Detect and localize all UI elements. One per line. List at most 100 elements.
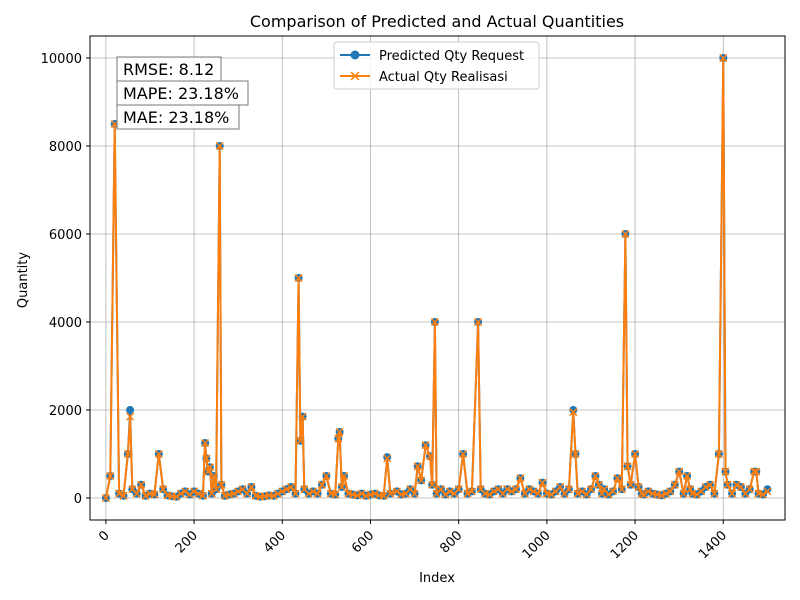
legend-actual-label: Actual Qty Realisasi xyxy=(379,70,508,85)
actual-point xyxy=(608,487,618,496)
actual-point xyxy=(357,489,366,498)
metrics-annotations: RMSE: 8.12 MAPE: 23.18% MAE: 23.18% xyxy=(116,56,249,130)
x-tick-label: 800 xyxy=(437,528,465,556)
mape-annotation: MAPE: 23.18% xyxy=(123,84,239,103)
actual-point xyxy=(679,489,688,498)
actual-point xyxy=(745,485,754,494)
actual-point xyxy=(220,491,229,500)
mae-box xyxy=(116,104,240,130)
mae-annotation: MAE: 23.18% xyxy=(123,108,229,127)
actual-point xyxy=(273,489,282,498)
actual-point xyxy=(666,487,675,496)
actual-point xyxy=(337,482,346,492)
actual-point xyxy=(335,427,344,437)
actual-point xyxy=(604,490,613,499)
actual-point xyxy=(714,449,723,459)
actual-point xyxy=(670,480,679,489)
actual-point xyxy=(474,317,483,327)
actual-point xyxy=(706,480,715,489)
actual-point xyxy=(383,454,392,463)
actual-point xyxy=(752,467,761,476)
actual-point xyxy=(634,482,643,492)
actual-point xyxy=(763,487,772,496)
actual-point xyxy=(613,474,622,483)
actual-point xyxy=(339,471,349,481)
legend-box xyxy=(333,41,540,90)
actual-point xyxy=(417,476,426,485)
actual-point xyxy=(430,317,439,327)
y-tick-label: 10000 xyxy=(41,52,82,67)
x-tick-label: 200 xyxy=(173,528,201,556)
actual-point xyxy=(721,467,730,476)
actual-point xyxy=(644,487,653,496)
actual-point xyxy=(101,493,110,503)
actual-point xyxy=(637,489,646,498)
x-tick-label: 600 xyxy=(349,528,377,556)
x-tick-label: 0 xyxy=(96,528,112,544)
actual-point xyxy=(132,489,141,498)
actual-point xyxy=(639,490,648,499)
actual-point xyxy=(217,480,226,489)
actual-point xyxy=(172,492,181,501)
actual-point xyxy=(202,454,211,463)
actual-point xyxy=(392,487,401,496)
actual-point xyxy=(569,408,578,417)
actual-point xyxy=(750,467,759,476)
mape-box xyxy=(116,80,249,106)
x-axis-label: Index xyxy=(419,571,455,586)
actual-point xyxy=(534,489,543,498)
predicted-point xyxy=(569,406,578,414)
legend: Predicted Qty Request Actual Qty Realisa… xyxy=(333,41,540,90)
actual-point xyxy=(194,489,203,498)
actual-point xyxy=(710,489,719,498)
y-axis-label: Quantity xyxy=(16,252,31,308)
actual-point xyxy=(623,462,632,471)
actual-point xyxy=(586,485,595,494)
actual-point xyxy=(291,489,300,498)
actual-point xyxy=(215,141,224,151)
actual-point xyxy=(571,449,580,459)
actual-point xyxy=(701,482,710,492)
actual-point xyxy=(190,487,199,496)
actual-point xyxy=(547,490,556,499)
actual-point xyxy=(661,489,670,498)
actual-point xyxy=(304,489,313,498)
actual-point xyxy=(675,467,684,476)
x-axis-ticks: 0 200 400 600 800 1000 1200 1400 xyxy=(96,520,730,562)
actual-point xyxy=(137,480,146,489)
actual-point xyxy=(413,462,422,471)
y-tick-label: 0 xyxy=(74,492,82,507)
actual-point xyxy=(317,480,326,489)
actual-point xyxy=(242,489,252,498)
actual-point xyxy=(269,491,278,500)
x-tick-label: 1000 xyxy=(520,528,554,562)
actual-point xyxy=(322,471,331,481)
actual-point xyxy=(176,489,185,498)
rmse-annotation: RMSE: 8.12 xyxy=(123,60,214,79)
actual-point xyxy=(123,449,132,459)
actual-point xyxy=(445,487,454,496)
actual-point xyxy=(287,482,296,492)
actual-point xyxy=(331,490,340,499)
actual-point xyxy=(313,489,322,498)
actual-point xyxy=(119,491,128,500)
actual-point xyxy=(115,489,124,498)
x-tick-label: 1200 xyxy=(608,528,642,562)
actual-point xyxy=(198,491,207,500)
actual-point xyxy=(298,412,307,421)
actual-point xyxy=(728,489,737,498)
y-tick-label: 6000 xyxy=(49,228,82,243)
actual-point xyxy=(626,480,635,489)
actual-point xyxy=(723,480,732,489)
actual-point xyxy=(617,485,626,494)
actual-point xyxy=(353,491,362,500)
x-tick-label: 400 xyxy=(261,528,289,556)
legend-predicted-marker xyxy=(350,50,360,60)
actual-point xyxy=(154,449,163,459)
actual-point xyxy=(591,471,600,481)
actual-point xyxy=(454,485,463,494)
actual-point xyxy=(578,487,587,496)
actual-point xyxy=(334,434,343,443)
actual-point xyxy=(425,452,435,461)
